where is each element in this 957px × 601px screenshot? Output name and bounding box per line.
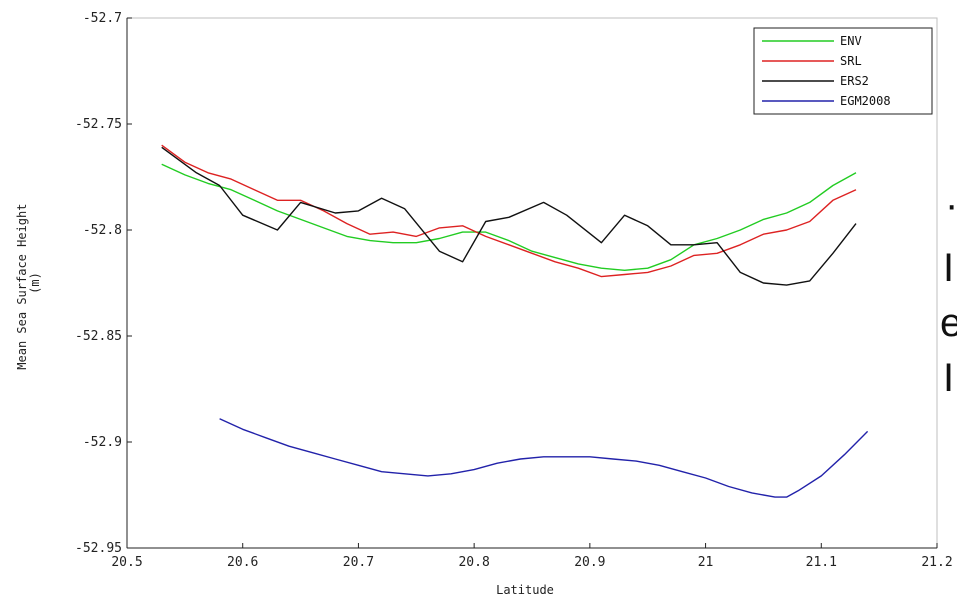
x-tick-label: 20.9 [574,555,605,570]
x-tick-label: 21.2 [921,555,952,570]
series-line-ers2 [161,146,857,286]
y-axis-title-line-2: (m) [28,272,42,294]
x-tick-label: 20.6 [227,555,258,570]
x-tick-label: 21 [698,555,714,570]
y-tick-label: -52.7 [83,11,122,26]
right-glyph-3: e [940,301,957,345]
y-tick-label: -52.8 [83,223,122,238]
legend-label: EGM2008 [840,94,891,108]
legend-label: ENV [840,34,862,48]
x-tick-label: 20.5 [111,555,142,570]
y-axis-title: Mean Sea Surface Height (m) [15,196,42,369]
x-axis-title: Latitude [496,583,554,597]
x-tick-label: 21.1 [806,555,837,570]
axis-ticks: 20.5 20.6 20.7 20.8 20.9 21 21.1 21.2 -52.7 -52.7… [75,11,953,570]
right-glyph-1: · [945,183,957,227]
x-tick-label: 20.8 [458,555,489,570]
legend: ENV SRL ERS2 EGM2008 [753,27,933,115]
right-glyph-4: I [943,356,954,400]
series-line-egm2008 [219,418,869,498]
right-margin-glyphs: · I e I [940,183,957,400]
x-tick-label: 20.7 [343,555,374,570]
y-tick-label: -52.85 [75,329,122,344]
right-glyph-2: I [943,246,954,290]
y-tick-label: -52.95 [75,541,122,556]
y-tick-label: -52.9 [83,435,122,450]
y-axis-title-line-1: Mean Sea Surface Height [15,204,29,370]
series-line-srl [161,144,857,278]
y-tick-label: -52.75 [75,117,122,132]
plot-area [161,144,869,498]
series-line-env [161,163,857,271]
legend-label: ERS2 [840,74,869,88]
legend-label: SRL [840,54,862,68]
legend-box [753,27,933,115]
